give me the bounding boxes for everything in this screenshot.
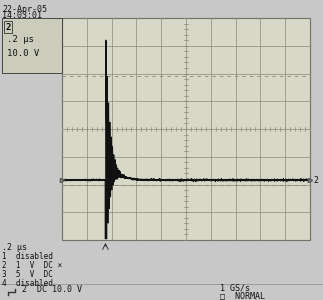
Text: 3  5  V  DC: 3 5 V DC (2, 270, 53, 279)
Text: .2 μs: .2 μs (7, 35, 34, 44)
Text: 14:03:01: 14:03:01 (2, 11, 42, 20)
Text: 10.0 V: 10.0 V (7, 49, 39, 58)
Text: 2: 2 (313, 176, 318, 184)
Text: 22-Apr-05: 22-Apr-05 (2, 5, 47, 14)
Text: .2 μs: .2 μs (2, 243, 27, 252)
Text: 2: 2 (5, 22, 10, 32)
Text: 2  1  V  DC ×: 2 1 V DC × (2, 261, 62, 270)
Text: 1 GS/s: 1 GS/s (220, 284, 250, 292)
Text: 1  disabled: 1 disabled (2, 252, 53, 261)
Text: 2  DC 10.0 V: 2 DC 10.0 V (22, 286, 82, 295)
Bar (62, 18, 310, 240)
Bar (2, 18, 62, 73)
Text: 4  disabled: 4 disabled (2, 279, 53, 288)
Text: □  NORMAL: □ NORMAL (220, 292, 265, 300)
